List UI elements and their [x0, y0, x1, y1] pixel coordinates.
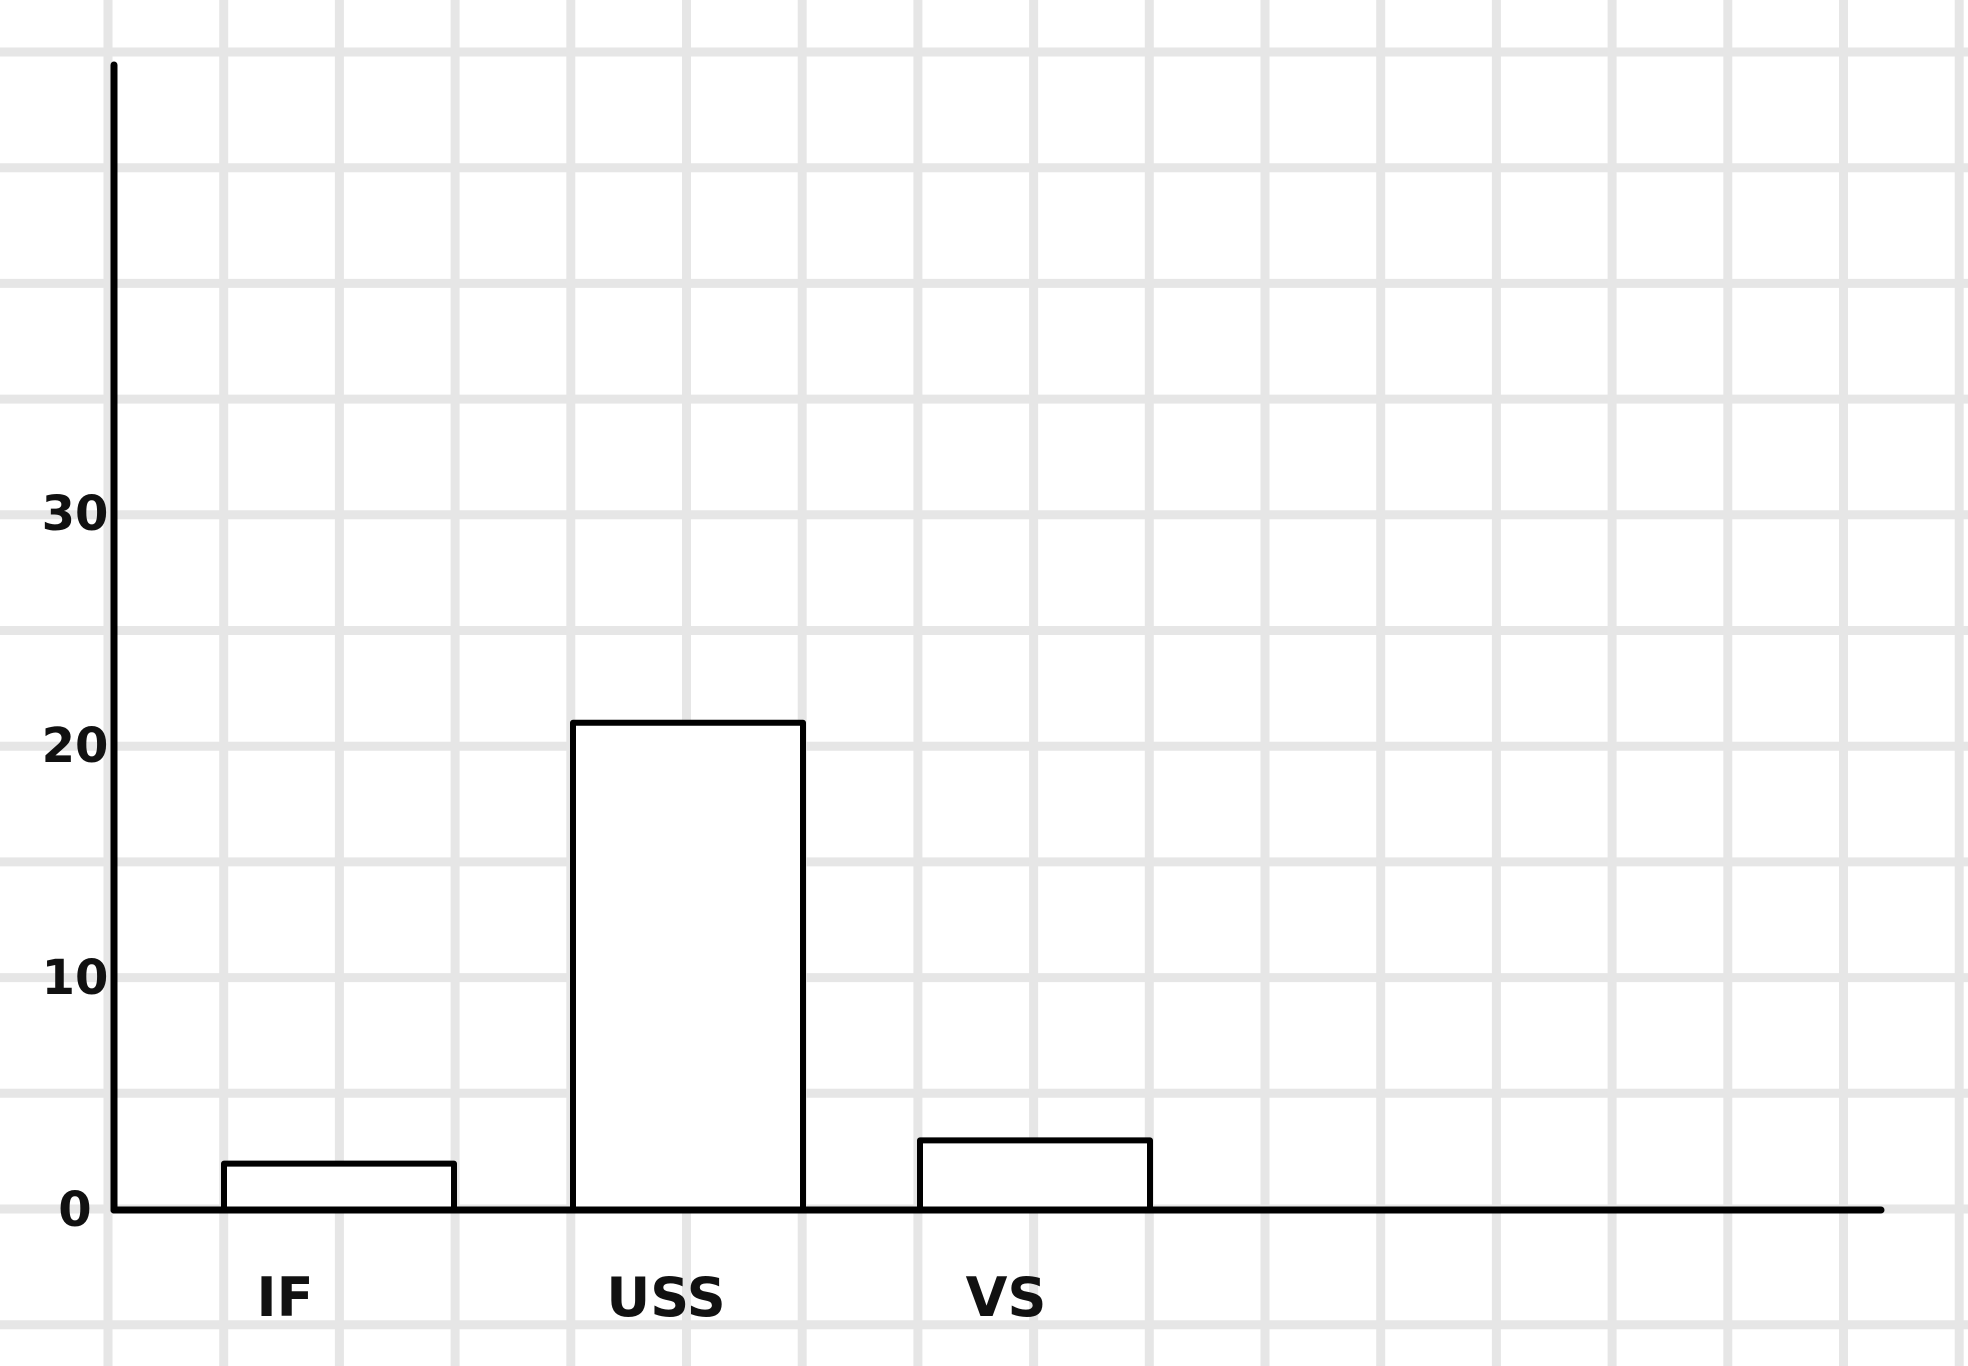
bar-if — [221, 1160, 457, 1213]
x-category-label-uss: USS — [606, 1266, 725, 1329]
y-tick-label: 20 — [42, 718, 109, 774]
y-tick-label: 0 — [58, 1182, 91, 1238]
bar-vs — [917, 1137, 1153, 1214]
x-category-label-if: IF — [257, 1266, 314, 1329]
x-category-label-vs: VS — [966, 1266, 1047, 1329]
bars-layer — [221, 719, 1153, 1214]
x-category-labels: IF USS VS — [257, 1266, 1047, 1329]
bar-uss — [570, 719, 806, 1213]
axes-layer — [110, 61, 1885, 1214]
y-tick-label: 30 — [42, 486, 109, 542]
y-tick-label: 10 — [42, 950, 109, 1006]
y-tick-labels: 0 10 20 30 — [42, 486, 109, 1238]
